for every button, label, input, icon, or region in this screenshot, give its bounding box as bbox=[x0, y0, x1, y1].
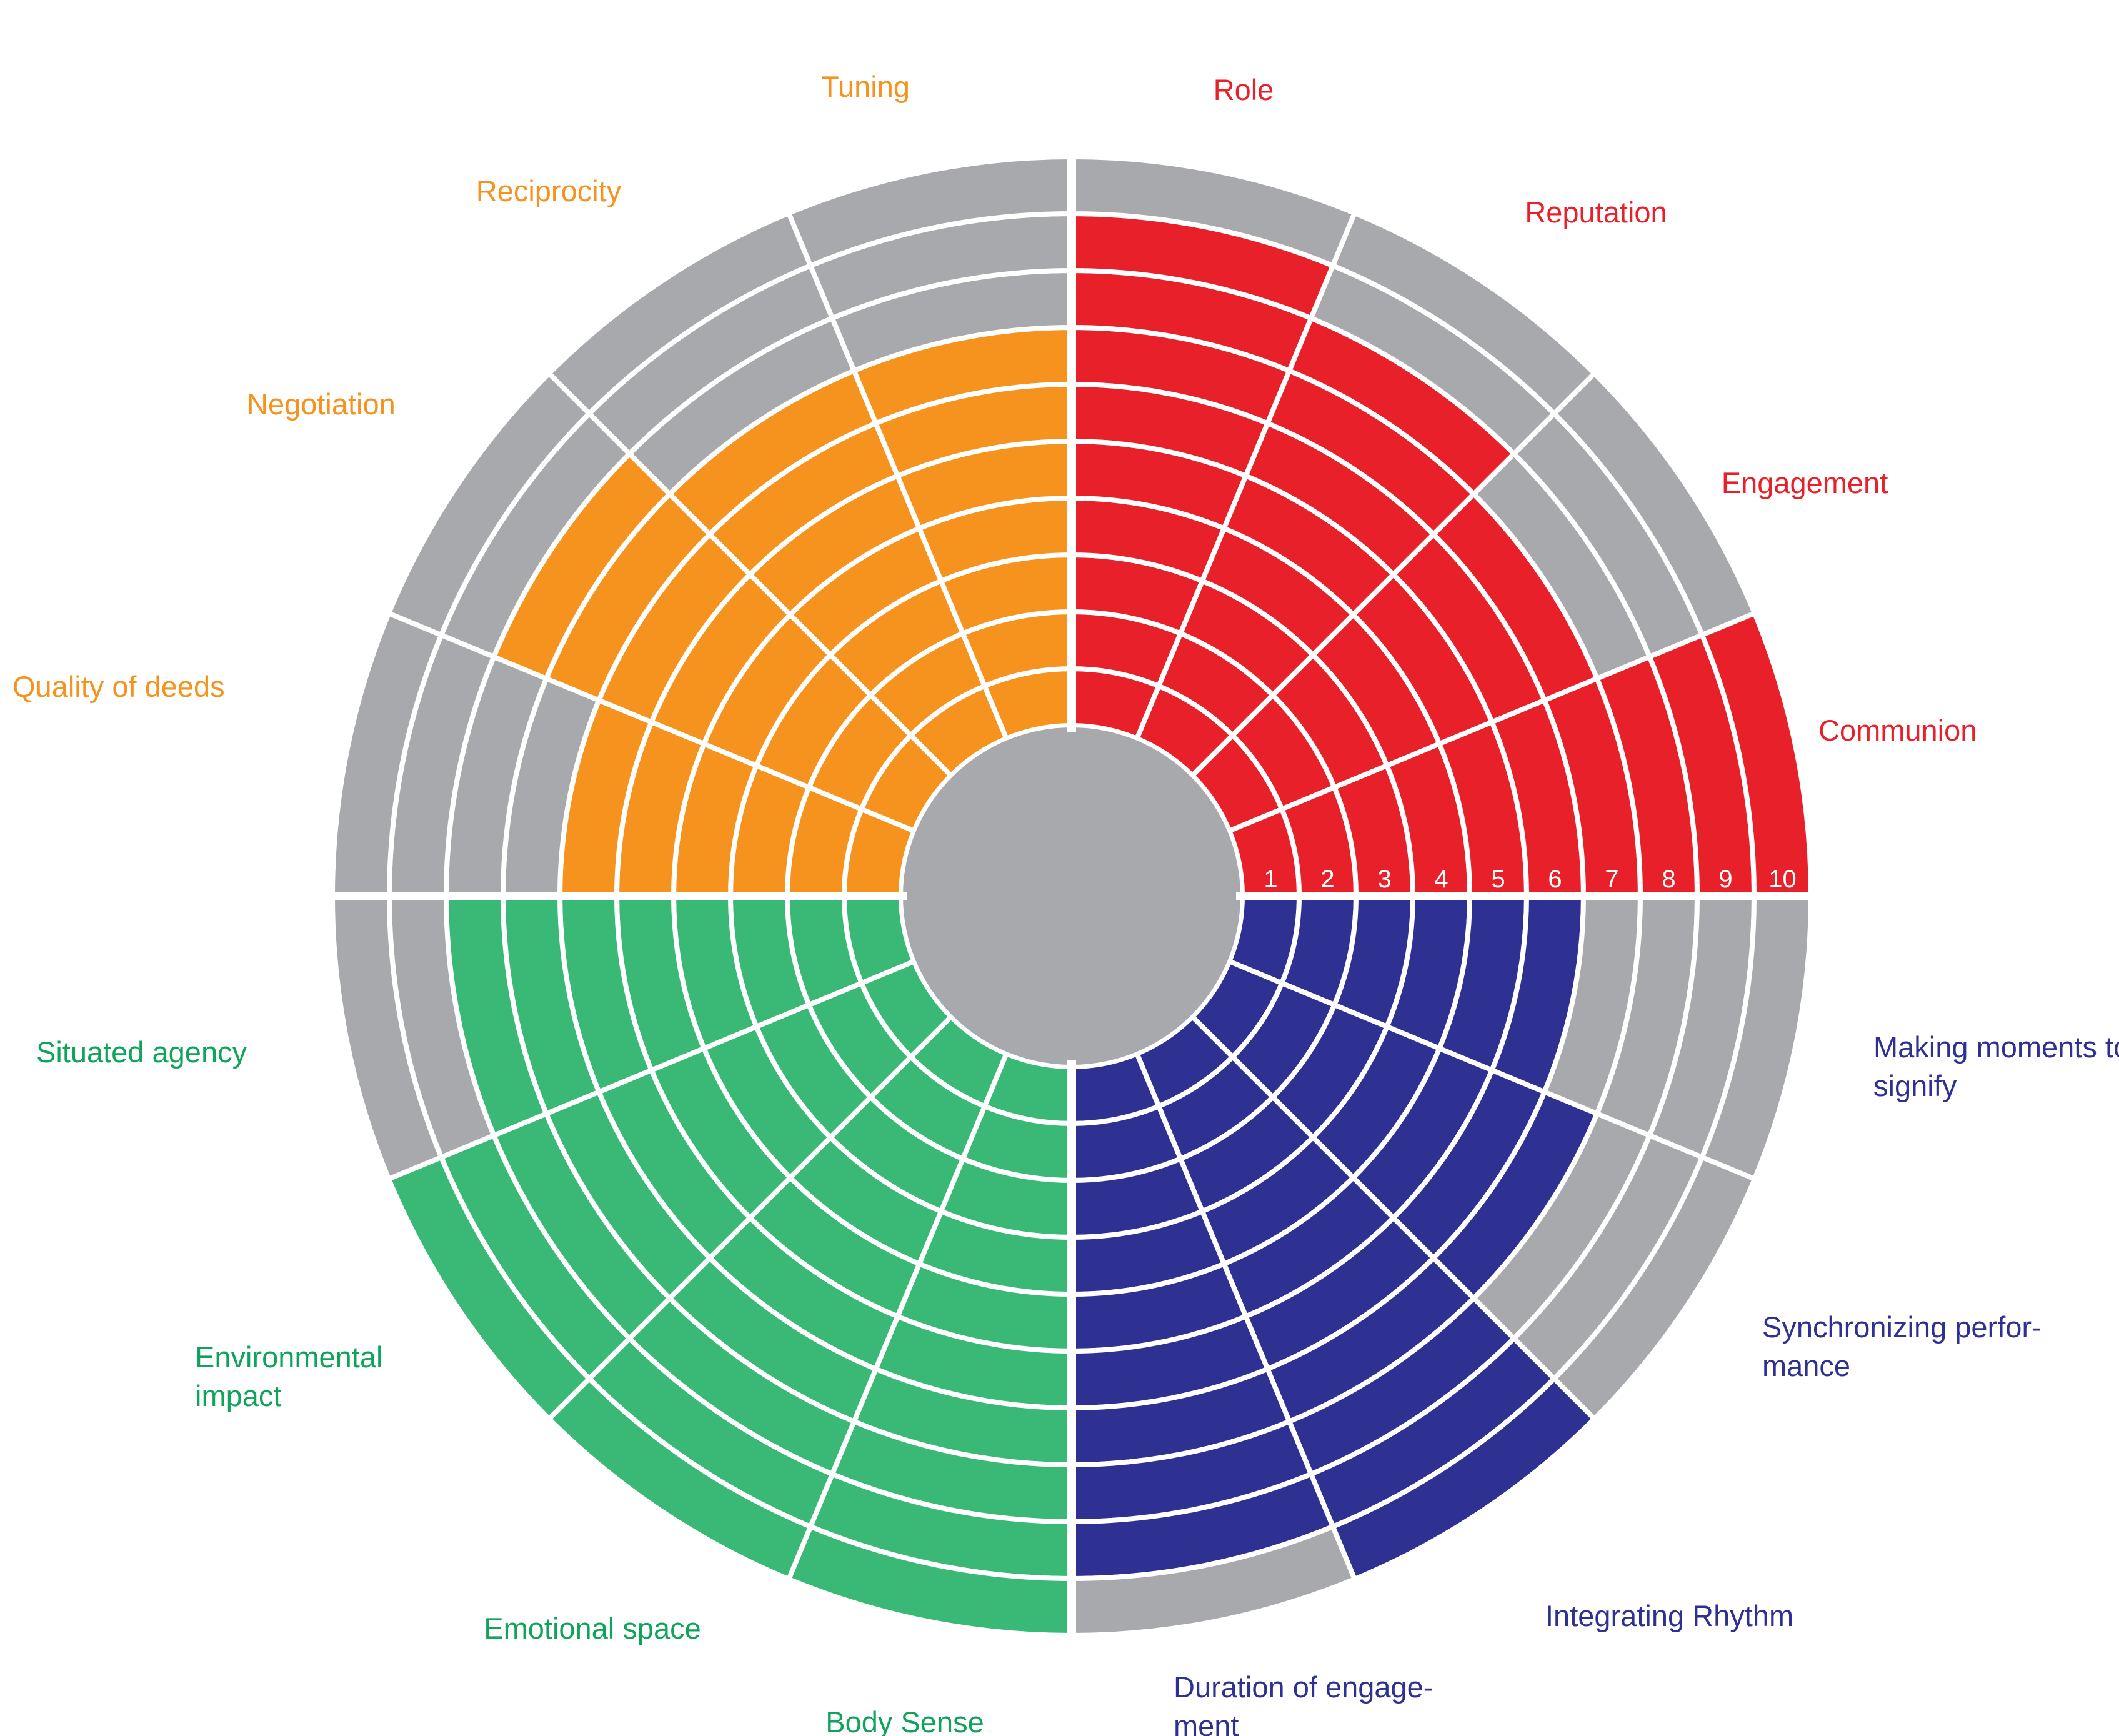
spoke-label-role: Role bbox=[1214, 73, 1274, 106]
spoke-label-engagement: Engagement bbox=[1722, 466, 1888, 499]
spoke-label-integrating-rhythm: Integrating Rhythm bbox=[1545, 1599, 1793, 1632]
spoke-label-body-sense: Body Sense bbox=[825, 1705, 984, 1736]
ring-tick-8: 8 bbox=[1662, 866, 1675, 893]
ring-tick-6: 6 bbox=[1548, 866, 1562, 893]
spoke-label-situated-agency: Situated agency bbox=[36, 1035, 247, 1069]
ring-tick-2: 2 bbox=[1320, 866, 1334, 893]
ring-tick-9: 9 bbox=[1718, 866, 1732, 893]
spoke-label-quality-of-deeds: Quality of deeds bbox=[12, 670, 225, 703]
ring-tick-4: 4 bbox=[1434, 866, 1448, 893]
ring-tick-3: 3 bbox=[1377, 866, 1391, 893]
spoke-label-tuning: Tuning bbox=[821, 70, 910, 103]
ring-tick-1: 1 bbox=[1264, 866, 1277, 893]
spoke-label-duration-of-engagement: Duration of engage-ment bbox=[1174, 1670, 1433, 1736]
spoke-label-reputation: Reputation bbox=[1525, 196, 1667, 229]
wheel-cells bbox=[330, 154, 1813, 1638]
spoke-label-making-moments-to-signify: Making moments to signify bbox=[1873, 1030, 2119, 1102]
spoke-labels: Role Reputation Engagement Communion Making … bbox=[12, 70, 2119, 1736]
spoke-label-environmental-impact: Environmental impact bbox=[195, 1340, 382, 1412]
quadrant-axis-gaps bbox=[329, 153, 1815, 1639]
ring-tick-10: 10 bbox=[1768, 866, 1797, 893]
ring-tick-5: 5 bbox=[1491, 866, 1505, 893]
spoke-label-negotiation: Negotiation bbox=[247, 387, 396, 421]
spoke-label-synchronizing-performance: Synchronizing perfor-mance bbox=[1762, 1310, 2042, 1382]
ring-tick-7: 7 bbox=[1605, 866, 1618, 893]
spoke-label-reciprocity: Reciprocity bbox=[476, 174, 622, 207]
spoke-label-communion: Communion bbox=[1818, 714, 1977, 747]
wheel-hub-circle bbox=[903, 727, 1240, 1065]
ring-scale-numbers: 1 2 3 4 5 6 7 8 9 10 bbox=[1264, 866, 1796, 893]
spoke-label-emotional-space: Emotional space bbox=[484, 1612, 701, 1645]
